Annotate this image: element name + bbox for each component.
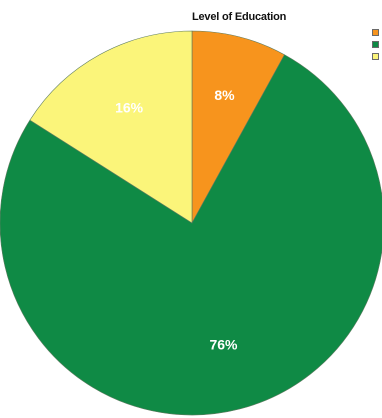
slice-label-2: 76% (209, 336, 238, 352)
pie-slice-1 (191, 30, 285, 224)
slice-label-1: 8% (214, 87, 235, 103)
pie-slice-3 (29, 30, 193, 224)
legend-swatch-2 (372, 41, 379, 48)
legend-swatch-1 (372, 29, 379, 36)
chart-title: Level of Education (192, 11, 287, 23)
slice-label-3: 16% (115, 99, 144, 115)
legend (372, 29, 379, 65)
legend-swatch-3 (372, 53, 379, 60)
pie-slice-2 (0, 54, 382, 416)
